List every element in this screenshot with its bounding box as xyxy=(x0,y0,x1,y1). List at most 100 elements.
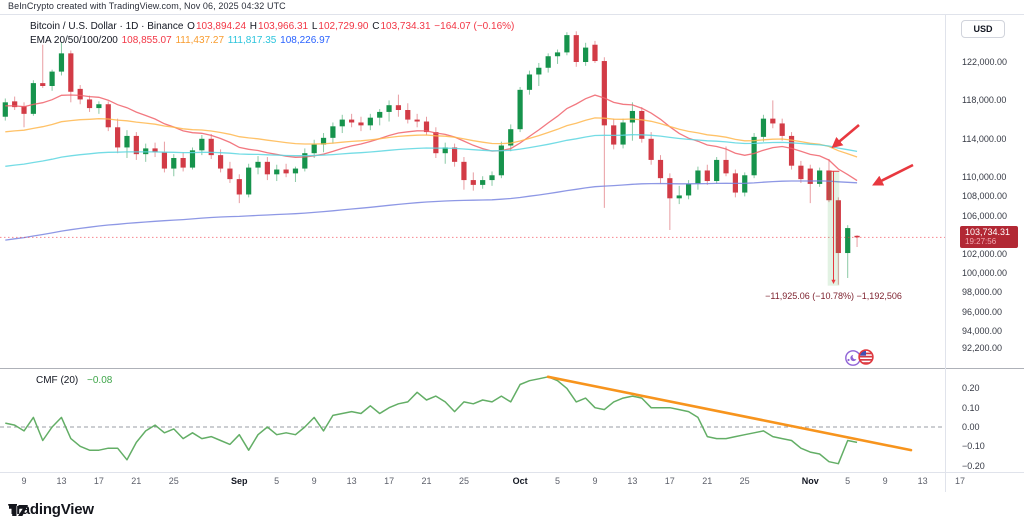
legend-span: 102,729.90 xyxy=(318,21,372,32)
time-tick-label: 9 xyxy=(882,476,888,486)
candle xyxy=(358,122,364,126)
legend-span: H xyxy=(249,21,258,32)
tradingview-logo-text: TradingView xyxy=(8,501,94,518)
time-tick-label: 17 xyxy=(954,476,966,486)
candle xyxy=(657,159,664,179)
candle xyxy=(217,155,224,169)
cmf-tick-label: −0.10 xyxy=(962,441,985,452)
candle xyxy=(171,158,177,169)
candle xyxy=(470,180,476,185)
last-price-value: 103,734.31 xyxy=(965,227,1011,237)
legend-span: 103,966.31 xyxy=(258,21,311,32)
candle xyxy=(620,122,626,145)
candle xyxy=(12,101,18,108)
candle xyxy=(817,170,823,184)
candle xyxy=(349,119,355,123)
time-tick-label: 17 xyxy=(384,476,395,486)
candle xyxy=(180,158,186,168)
candle xyxy=(489,175,495,181)
candle xyxy=(526,74,533,90)
time-tick-label: Sep xyxy=(231,476,248,486)
cmf-legend[interactable]: CMF (20) −0.08 xyxy=(36,375,112,386)
candle xyxy=(592,44,598,62)
cmf-trendline xyxy=(546,375,913,452)
price-tick-label: 100,000.00 xyxy=(962,268,1008,279)
cmf-tick-label: 0.00 xyxy=(962,422,980,432)
candle xyxy=(77,88,83,100)
time-axis[interactable]: 9 13 17 21 25 Sep 5 9 13 17 21 25 Oct 5 9 13 17 21 25 Nov 5 9… xyxy=(0,472,1024,492)
price-axis[interactable]: 122,000.00 118,000.00 114,000.00 110,000.00… xyxy=(945,0,1024,492)
candle xyxy=(208,138,214,156)
candle xyxy=(339,119,345,127)
candle xyxy=(779,123,785,136)
candle xyxy=(292,168,299,174)
candle xyxy=(433,132,439,154)
pane-divider[interactable] xyxy=(0,368,1024,369)
candle xyxy=(161,152,168,169)
time-tick-label: Oct xyxy=(512,476,528,486)
candle xyxy=(723,159,729,174)
price-tick-label: 102,000.00 xyxy=(962,249,1008,259)
candle xyxy=(246,167,252,195)
candle xyxy=(480,180,486,185)
legend-span: C xyxy=(372,21,380,32)
time-tick-label: 13 xyxy=(627,476,638,486)
candle xyxy=(115,127,121,148)
legend-span: EMA 20/50/100/200 xyxy=(30,35,121,46)
us-flag-stamp-icon xyxy=(858,349,874,365)
candle xyxy=(274,169,280,175)
ema-line-20 xyxy=(5,94,858,182)
candle xyxy=(68,53,74,92)
tradingview-logo[interactable]: TradingView xyxy=(8,501,94,518)
candle xyxy=(601,61,607,126)
candle xyxy=(451,147,458,162)
ema-legend[interactable]: EMA 20/50/100/200 108,855.07 111,437.27 … xyxy=(30,35,331,46)
ema-line-200 xyxy=(5,180,858,241)
candle xyxy=(386,105,392,112)
symbol-legend[interactable]: Bitcoin / U.S. Dollar · 1D · Binance O10… xyxy=(30,21,515,32)
candle xyxy=(508,129,514,146)
time-tick-label: 9 xyxy=(592,476,598,486)
candle xyxy=(517,89,523,130)
price-tick-label: 92,200.00 xyxy=(962,343,1003,354)
price-axis-divider xyxy=(945,14,946,492)
candle xyxy=(105,104,111,128)
candle xyxy=(86,99,93,109)
price-tick-label: 118,000.00 xyxy=(962,95,1007,106)
candle xyxy=(21,106,27,114)
header-divider xyxy=(0,14,1024,15)
cmf-tick-label: 0.10 xyxy=(962,402,980,413)
price-tick-label: 114,000.00 xyxy=(962,133,1007,144)
time-tick-label: 17 xyxy=(93,476,104,486)
candle xyxy=(199,138,205,151)
candle xyxy=(751,136,757,176)
legend-span: 103,894.24 xyxy=(195,21,249,32)
candle xyxy=(377,111,383,118)
time-tick-label: 25 xyxy=(458,476,470,486)
candle xyxy=(152,148,158,153)
candle xyxy=(845,228,851,254)
time-tick-label: 13 xyxy=(346,476,357,486)
candle xyxy=(414,119,420,122)
candle xyxy=(30,83,36,114)
legend-span: 103,734.31 xyxy=(380,21,434,32)
candle xyxy=(807,168,813,184)
tradingview-logo-icon xyxy=(9,505,28,516)
candle xyxy=(96,104,102,109)
candle xyxy=(133,135,139,155)
candle xyxy=(536,67,542,75)
price-tick-label: 94,000.00 xyxy=(962,325,1003,336)
cmf-label: CMF (20) xyxy=(36,375,79,386)
attribution-text: BeInCrypto created with TradingView.com,… xyxy=(8,1,286,11)
cmf-tick-label: −0.20 xyxy=(962,460,985,471)
candle xyxy=(311,144,317,154)
candle xyxy=(798,165,804,180)
usd-currency-button[interactable]: USD xyxy=(961,20,1005,38)
candle xyxy=(58,53,65,72)
candle xyxy=(264,161,270,175)
candle xyxy=(302,153,308,169)
candle xyxy=(564,35,570,53)
legend-span: −164.07 (−0.16%) xyxy=(434,21,515,32)
